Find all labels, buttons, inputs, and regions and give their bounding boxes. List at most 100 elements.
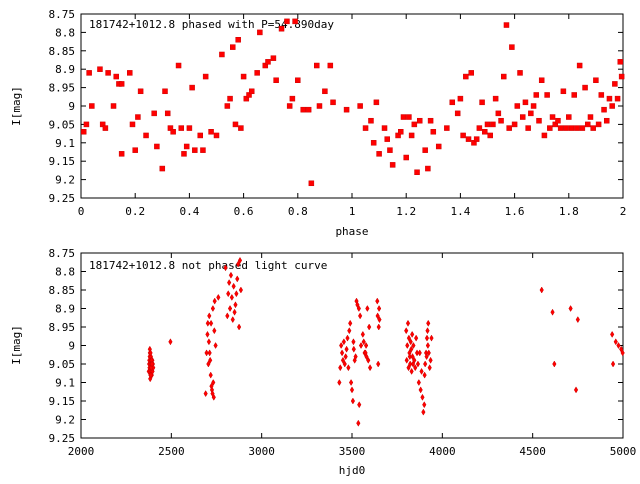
- unphased-data-point: [347, 327, 352, 335]
- phased-data-point: [235, 37, 241, 43]
- unphased-data-point: [415, 360, 421, 368]
- unphased-data-point: [232, 308, 237, 316]
- phased-data-point: [414, 169, 420, 175]
- unphased-data-point: [203, 390, 208, 398]
- phased-data-point: [484, 121, 491, 128]
- phased-data-point: [463, 73, 469, 80]
- phased-data-point: [536, 117, 542, 124]
- unphased-data-point: [228, 271, 234, 279]
- unphased-data-point: [429, 334, 434, 342]
- phased-data-point: [384, 136, 390, 142]
- unphased-data-point: [405, 319, 411, 327]
- phased-data-point: [181, 151, 187, 157]
- unphased-data-point: [375, 297, 380, 305]
- phased-data-point: [357, 103, 363, 109]
- unphased-data-point: [408, 360, 413, 368]
- unphased-data-point: [376, 360, 381, 368]
- phased-data-point: [257, 29, 263, 36]
- phased-data-point: [571, 92, 577, 98]
- phased-y-tick-label: 9.15: [49, 155, 76, 168]
- phased-data-point: [273, 77, 279, 83]
- phased-data-point: [102, 125, 109, 131]
- phased-data-point: [97, 66, 103, 72]
- phased-data-point: [603, 117, 610, 124]
- phased-data-point: [568, 125, 575, 131]
- phased-data-point: [305, 106, 312, 113]
- unphased-data-point: [234, 290, 239, 298]
- phased-x-tick-label: 0: [78, 205, 85, 218]
- unphased-y-tick-label: 9.2: [55, 414, 75, 427]
- unphased-data-point: [568, 305, 573, 312]
- unphased-data-point: [230, 316, 235, 324]
- phased-data-point: [406, 114, 412, 120]
- phased-data-point: [519, 114, 526, 120]
- phased-data-point: [408, 132, 415, 139]
- phased-data-point: [528, 110, 534, 117]
- phased-data-point: [503, 22, 510, 28]
- phased-data-point: [574, 125, 580, 131]
- unphased-data-point: [216, 293, 221, 301]
- unphased-data-point: [346, 364, 351, 372]
- phased-data-point: [609, 103, 615, 109]
- phased-data-point: [614, 95, 621, 102]
- phased-data-point: [511, 121, 518, 128]
- unphased-data-point: [339, 349, 345, 357]
- phased-y-tick-label: 8.75: [49, 8, 76, 21]
- unphased-data-point: [420, 393, 425, 401]
- unphased-data-point: [225, 312, 230, 320]
- unphased-data-point: [338, 364, 343, 372]
- phased-data-point: [381, 125, 388, 131]
- unphased-data-point: [211, 393, 216, 401]
- phased-x-tick-label: 2: [620, 205, 627, 218]
- phased-data-point: [533, 92, 540, 98]
- phased-data-point: [595, 121, 602, 128]
- phased-data-point: [135, 114, 141, 120]
- phased-data-point: [389, 162, 396, 168]
- phased-y-tick-label: 8.9: [55, 63, 75, 76]
- phased-data-point: [286, 103, 293, 109]
- unphased-data-point: [341, 338, 346, 346]
- phased-x-tick-label: 0.2: [125, 205, 145, 218]
- unphased-data-point: [377, 305, 382, 312]
- unphased-data-point: [343, 353, 348, 361]
- unphased-data-point: [423, 360, 428, 368]
- phased-data-point: [427, 117, 434, 124]
- unphased-data-point: [414, 349, 420, 357]
- phased-data-point: [509, 44, 515, 50]
- unphased-data-point: [417, 349, 422, 357]
- unphased-data-point: [573, 386, 579, 394]
- unphased-plot-frame: [80, 252, 624, 439]
- unphased-data-point: [539, 286, 544, 294]
- phased-data-point: [606, 95, 613, 102]
- unphased-data-point: [205, 330, 210, 338]
- phased-x-tick-label: 1.6: [505, 205, 525, 218]
- unphased-data-point: [620, 349, 625, 357]
- phased-data-point: [370, 140, 377, 146]
- phased-data-point: [197, 132, 203, 139]
- unphased-data-point: [236, 323, 242, 331]
- unphased-data-point: [227, 279, 232, 287]
- unphased-data-point: [148, 371, 154, 379]
- phased-data-point: [465, 136, 472, 142]
- unphased-x-tick-label: 5000: [610, 445, 637, 458]
- unphased-data-point: [407, 353, 412, 361]
- unphased-chart: 181742+1012.8 not phased light curve hjd…: [10, 247, 636, 477]
- unphased-data-point: [213, 342, 218, 349]
- phased-data-point: [541, 132, 548, 139]
- phased-data-point: [164, 110, 171, 117]
- unphased-y-tick-label: 8.9: [55, 303, 75, 316]
- unphased-data-point: [610, 360, 616, 368]
- phased-data-point: [83, 121, 90, 128]
- phased-data-point: [525, 125, 531, 131]
- phased-data-point: [530, 103, 537, 109]
- phased-data-point: [544, 92, 550, 98]
- unphased-data-point: [226, 290, 231, 298]
- phased-y-tick-label: 9.2: [55, 174, 75, 187]
- phased-data-point: [254, 70, 260, 76]
- unphased-data-point: [412, 356, 417, 364]
- phased-data-point: [265, 59, 271, 65]
- unphased-data-point: [426, 319, 431, 327]
- unphased-y-tick-label: 8.85: [49, 284, 76, 297]
- phased-data-point: [476, 125, 483, 131]
